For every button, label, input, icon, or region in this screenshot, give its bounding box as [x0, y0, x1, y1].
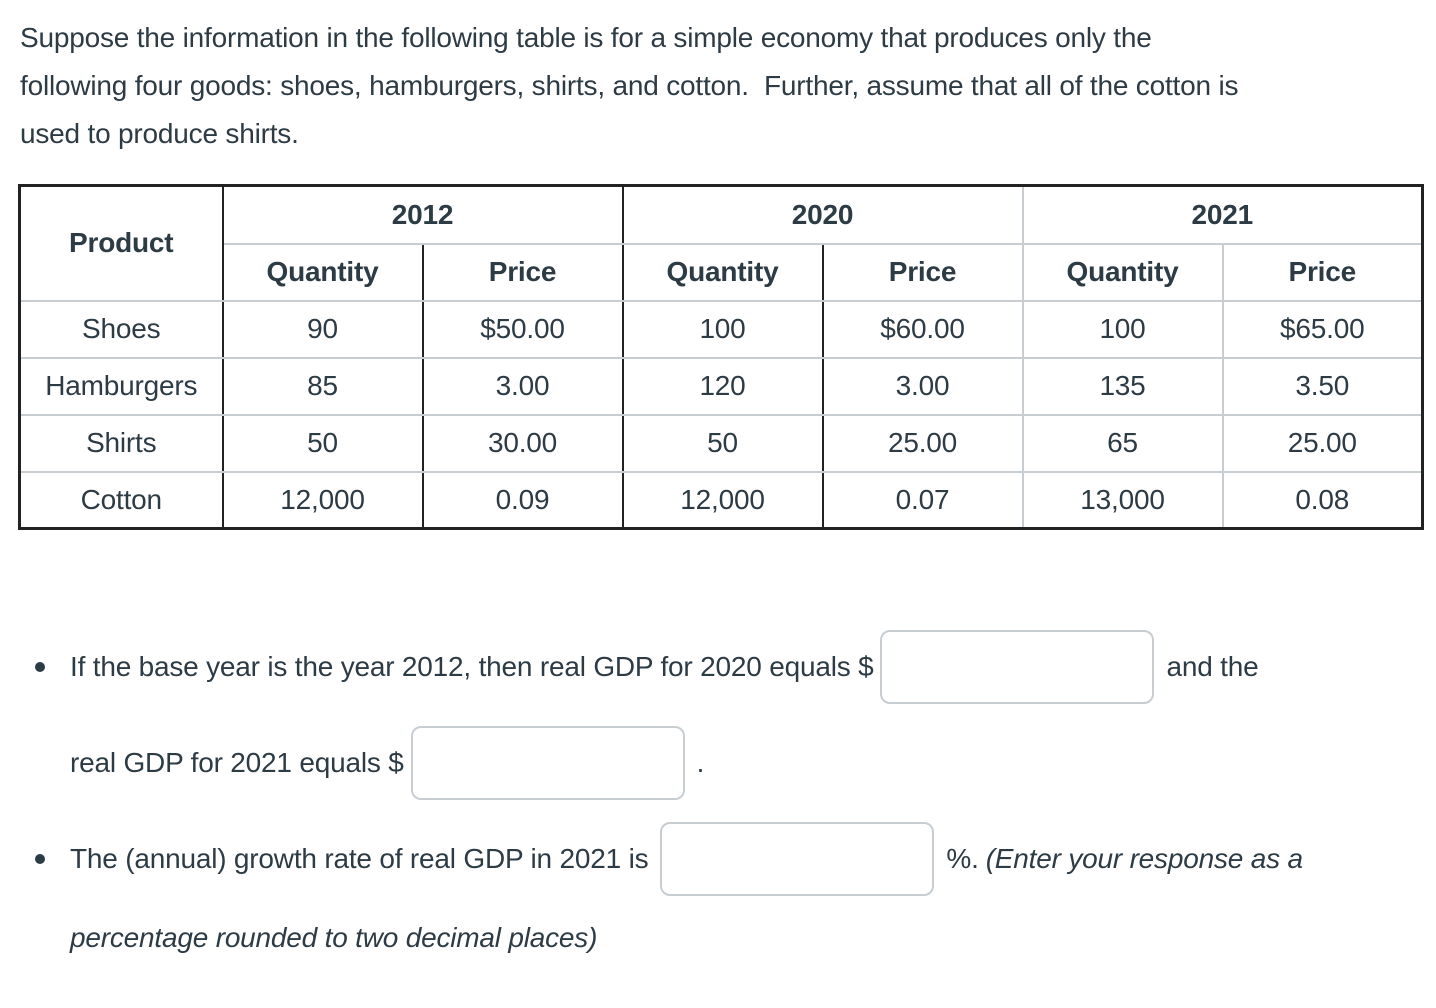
cell-value: 0.08	[1222, 471, 1423, 530]
cell-value: 0.07	[822, 471, 1024, 530]
bullet-icon	[35, 854, 45, 864]
table-header-year-2012: 2012	[222, 185, 624, 245]
cell-value: 25.00	[1222, 414, 1423, 473]
economy-data-table: Product 2012 2020 2021 Quantity Price Qu…	[18, 184, 1424, 530]
cell-value: 3.50	[1222, 357, 1423, 416]
cell-value: $60.00	[822, 300, 1024, 359]
table-header-year-2021: 2021	[1022, 185, 1423, 245]
cell-value: 3.00	[422, 357, 624, 416]
table-header-price-2021: Price	[1222, 243, 1423, 302]
q2-percent-text: %.	[946, 843, 979, 874]
cell-value: 100	[622, 300, 824, 359]
real-gdp-2020-input[interactable]	[880, 630, 1155, 704]
q2-line2: percentage rounded to two decimal places…	[18, 914, 1436, 962]
q1-line1-after-text: and the	[1166, 651, 1259, 682]
cell-value: 12,000	[622, 471, 824, 530]
cell-value: $65.00	[1222, 300, 1423, 359]
bullet-icon	[35, 662, 45, 672]
cell-value: 100	[1022, 300, 1224, 359]
table-header-price-2020: Price	[822, 243, 1024, 302]
q1-line1: If the base year is the year 2012, then …	[18, 630, 1436, 704]
cell-value: 85	[222, 357, 424, 416]
q2-line1-text: The (annual) growth rate of real GDP in …	[70, 843, 649, 874]
question-intro-paragraph: Suppose the information in the following…	[20, 22, 1239, 149]
table-row-cotton: Cotton 12,000 0.09 12,000 0.07 13,000 0.…	[19, 471, 1423, 530]
table-row-hamburgers: Hamburgers 85 3.00 120 3.00 135 3.50	[19, 357, 1423, 416]
cell-value: 3.00	[822, 357, 1024, 416]
growth-rate-input[interactable]	[660, 822, 935, 896]
q1-line2-text: real GDP for 2021 equals $	[70, 747, 404, 778]
row-label-cotton: Cotton	[19, 471, 224, 530]
q2-instruction-italic-part1: (Enter your response as a	[985, 843, 1303, 874]
table-header-year-2020: 2020	[622, 185, 1024, 245]
cell-value: 30.00	[422, 414, 624, 473]
cell-value: 65	[1022, 414, 1224, 473]
table-header-price-2012: Price	[422, 243, 624, 302]
table-row-shirts: Shirts 50 30.00 50 25.00 65 25.00	[19, 414, 1423, 473]
table-header-quantity-2021: Quantity	[1022, 243, 1224, 302]
table-header-quantity-2020: Quantity	[622, 243, 824, 302]
cell-value: 12,000	[222, 471, 424, 530]
questions-section: If the base year is the year 2012, then …	[18, 630, 1436, 962]
row-label-shoes: Shoes	[19, 300, 224, 359]
table-row-shoes: Shoes 90 $50.00 100 $60.00 100 $65.00	[19, 300, 1423, 359]
cell-value: 25.00	[822, 414, 1024, 473]
cell-value: 13,000	[1022, 471, 1224, 530]
row-label-hamburgers: Hamburgers	[19, 357, 224, 416]
table-header-product: Product	[19, 185, 224, 302]
q1-line1-text: If the base year is the year 2012, then …	[70, 651, 874, 682]
cell-value: 120	[622, 357, 824, 416]
q1-line2-period: .	[696, 747, 705, 778]
row-label-shirts: Shirts	[19, 414, 224, 473]
cell-value: 135	[1022, 357, 1224, 416]
q1-line2: real GDP for 2021 equals $ .	[18, 726, 1436, 800]
cell-value: 90	[222, 300, 424, 359]
cell-value: 50	[622, 414, 824, 473]
cell-value: $50.00	[422, 300, 624, 359]
real-gdp-2021-input[interactable]	[410, 726, 685, 800]
table-header-quantity-2012: Quantity	[222, 243, 424, 302]
cell-value: 50	[222, 414, 424, 473]
q2-instruction-italic-part2: percentage rounded to two decimal places…	[70, 922, 598, 953]
q2-line1: The (annual) growth rate of real GDP in …	[18, 822, 1436, 896]
cell-value: 0.09	[422, 471, 624, 530]
